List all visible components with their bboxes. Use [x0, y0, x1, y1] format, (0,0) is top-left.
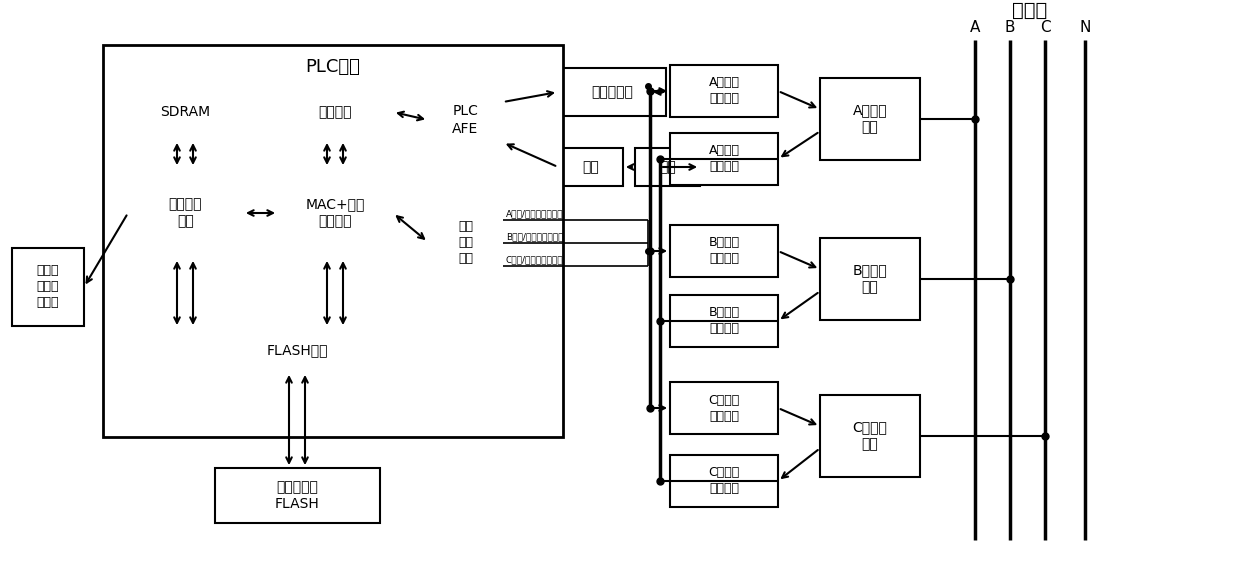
Text: C相输入
可拣通道: C相输入 可拣通道	[708, 466, 739, 496]
Text: PLC
AFE: PLC AFE	[453, 105, 479, 135]
Text: C相收/发通道使能控制: C相收/发通道使能控制	[506, 256, 564, 265]
Text: C相输出
可拣通道: C相输出 可拣通道	[708, 393, 739, 423]
Bar	[428, 185, 503, 300]
Text: 电表或
集中器
侧接口: 电表或 集中器 侧接口	[37, 265, 60, 310]
Text: N: N	[1079, 20, 1091, 35]
Bar	[128, 85, 243, 140]
Bar	[670, 65, 777, 117]
Text: B相收/发通道使能控制: B相收/发通道使能控制	[506, 233, 563, 242]
Text: C相耦合
电路: C相耦合 电路	[853, 420, 888, 452]
Bar	[670, 382, 777, 434]
Text: A相输出
可拣通道: A相输出 可拣通道	[708, 76, 739, 106]
Text: PLC芯片: PLC芯片	[305, 58, 361, 76]
Text: A: A	[970, 20, 980, 35]
Bar	[820, 238, 920, 320]
Bar	[215, 328, 379, 372]
Text: B相输入
可拣通道: B相输入 可拣通道	[708, 306, 739, 336]
Bar	[558, 68, 666, 116]
Text: 功率放大器: 功率放大器	[591, 85, 632, 99]
Bar	[670, 133, 777, 185]
Bar	[128, 168, 243, 258]
Text: B相输出
可拣通道: B相输出 可拣通道	[708, 237, 739, 265]
Bar	[428, 75, 503, 165]
Bar	[670, 455, 777, 507]
Bar	[278, 168, 393, 258]
Bar	[820, 395, 920, 477]
Text: 限幅: 限幅	[582, 160, 599, 174]
Text: 电力线: 电力线	[1012, 1, 1048, 20]
Bar	[635, 148, 701, 186]
Text: MAC+网路
处理部分: MAC+网路 处理部分	[306, 197, 366, 229]
Text: 滤波: 滤波	[660, 160, 676, 174]
Text: A相输入
可拣通道: A相输入 可拣通道	[708, 144, 739, 174]
Text: A相耦合
电路: A相耦合 电路	[853, 103, 888, 135]
Bar	[103, 45, 563, 437]
Text: B: B	[1004, 20, 1016, 35]
Text: FLASH接口: FLASH接口	[267, 343, 329, 357]
Text: 调制解调: 调制解调	[319, 106, 352, 120]
Text: SDRAM: SDRAM	[160, 106, 211, 120]
Bar	[278, 85, 393, 140]
Text: C: C	[1039, 20, 1050, 35]
Text: B相耦合
电路: B相耦合 电路	[853, 264, 888, 294]
Text: 程序和数据
FLASH: 程序和数据 FLASH	[275, 480, 320, 511]
Bar	[558, 148, 622, 186]
Bar	[12, 248, 84, 326]
Bar	[215, 468, 379, 523]
Bar	[670, 225, 777, 277]
Bar	[670, 295, 777, 347]
Bar	[820, 78, 920, 160]
Text: A相收/发通道使能控制: A相收/发通道使能控制	[506, 210, 563, 219]
Text: 应用功能
部分: 应用功能 部分	[169, 197, 202, 229]
Text: 通道
控制
部分: 通道 控制 部分	[458, 220, 472, 265]
